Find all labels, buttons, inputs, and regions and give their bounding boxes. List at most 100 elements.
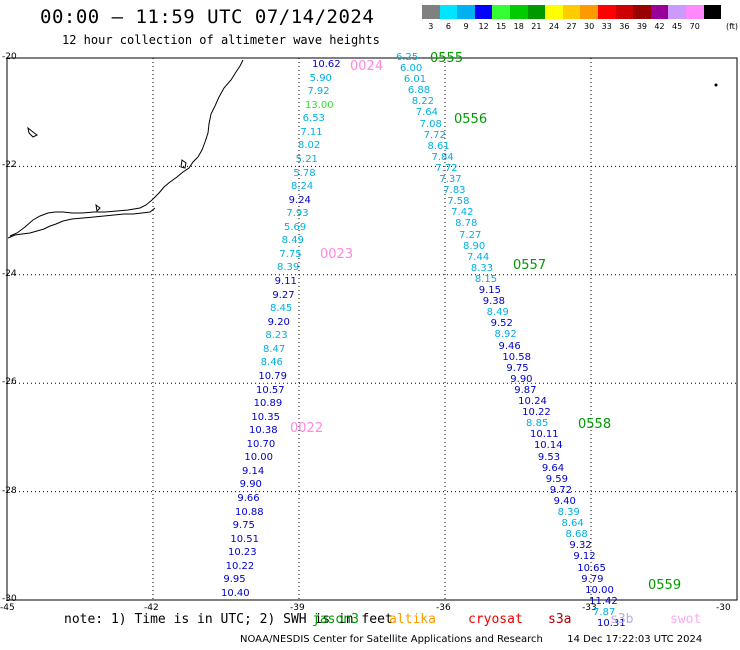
scale-cell: [703, 5, 722, 31]
wave-height-value: 7.84: [431, 151, 454, 163]
wave-height-value: 7.75: [279, 248, 302, 260]
scale-cell: 3: [422, 5, 440, 31]
wave-height-value: 9.15: [478, 285, 502, 297]
scale-label: 12: [478, 22, 489, 31]
wave-height-value: 8.49: [486, 307, 509, 319]
scale-label: 6: [445, 22, 451, 31]
wave-height-value: 9.24: [288, 194, 311, 206]
wave-height-value: 8.90: [463, 240, 486, 252]
satellite-label: s3b: [610, 612, 634, 627]
scale-swatch: [527, 5, 546, 19]
pass-label: 0024: [350, 59, 384, 74]
wave-height-value: 10.22: [522, 407, 551, 419]
wave-height-value: 10.40: [221, 588, 250, 599]
wave-height-value: 8.15: [474, 273, 498, 285]
wave-height-value: 8.85: [526, 418, 549, 430]
wave-height-value: 10.62: [312, 59, 341, 70]
lat-tick-label: -28: [2, 485, 17, 496]
lon-tick-label: -30: [716, 603, 731, 613]
scale-label: 3: [428, 22, 434, 31]
coastline-island-3: [95, 203, 101, 213]
scale-swatch: [439, 5, 458, 19]
coastline: [7, 59, 244, 239]
scale-cell: 36: [615, 5, 634, 31]
pass-label: 0559: [648, 578, 682, 593]
scale-swatch: [422, 5, 440, 19]
wave-height-value: 9.20: [267, 316, 290, 328]
scale-swatch: [685, 5, 704, 19]
wave-height-value: 8.46: [260, 357, 283, 369]
scale-label: 24: [548, 22, 560, 31]
scale-cell: 30: [580, 5, 598, 31]
wave-height-value: 9.87: [514, 384, 537, 396]
scale-label: 33: [601, 22, 612, 31]
lon-tick-label: -33: [582, 603, 597, 613]
wave-height-value: 10.00: [585, 584, 614, 596]
wave-height-value: 7.93: [286, 208, 309, 220]
scale-cell: 39: [633, 5, 651, 31]
map-frame: [6, 57, 738, 601]
wave-height-value: 8.49: [281, 235, 304, 247]
wave-height-value: 10.88: [235, 506, 264, 518]
wave-height-value: 7.58: [447, 196, 470, 208]
wave-height-value: 7.37: [439, 174, 462, 186]
scale-cell: 6: [439, 5, 458, 31]
wave-height-value: 13.00: [305, 99, 334, 111]
scale-cell: 27: [562, 5, 581, 31]
wave-height-value: 7.64: [415, 107, 438, 119]
wave-height-value: 10.00: [244, 452, 273, 464]
wave-height-value: 8.92: [494, 329, 517, 341]
wave-height-value: 8.64: [561, 518, 584, 530]
wave-height-value: 7.92: [307, 86, 330, 98]
scale-label: 36: [619, 22, 630, 31]
lon-tick-label: -42: [144, 603, 159, 613]
wave-height-value: 7.27: [459, 229, 482, 241]
scale-cell: 21: [527, 5, 546, 31]
scale-cell: 33: [597, 5, 616, 31]
wave-height-value: 11.42: [589, 595, 618, 607]
wave-height-value: 6.88: [407, 85, 431, 97]
wave-height-value: 9.75: [232, 520, 255, 532]
coastline-island-2: [180, 159, 187, 169]
color-scale-legend: 3 6 9 12 15 18 21 24 27 30 33 36 39 42 45 70: [422, 5, 722, 31]
scale-swatch: [509, 5, 528, 19]
satellite-label: s3a: [548, 612, 572, 627]
pass-label: 0557: [513, 258, 547, 273]
wave-height-value: 8.78: [455, 218, 478, 230]
wave-height-value: 8.33: [470, 262, 494, 274]
coastline-island-1: [27, 126, 38, 138]
scale-swatch: [633, 5, 651, 19]
wave-height-value: 10.70: [246, 438, 276, 450]
scale-cell: 18: [509, 5, 528, 31]
small-island-marker: [714, 83, 718, 87]
wave-height-value: 5.90: [309, 72, 332, 84]
satellite-label: swot: [670, 612, 702, 627]
wave-height-value: 10.79: [258, 370, 287, 382]
wave-height-value: 8.02: [298, 140, 321, 152]
wave-height-value: 9.14: [242, 465, 265, 477]
scale-label: 18: [513, 22, 524, 31]
lat-tick-label: -22: [2, 160, 17, 171]
wave-height-value: 8.39: [557, 507, 580, 519]
wave-height-value: 10.23: [228, 547, 257, 559]
wave-height-value: 8.24: [291, 181, 314, 193]
scale-cell: 24: [545, 5, 563, 31]
lat-tick-label: -30: [2, 594, 17, 604]
wave-height-value: 7.72: [435, 162, 458, 174]
scale-swatch: [562, 5, 581, 19]
lat-tick-label: -24: [2, 268, 17, 279]
pass-label: 0555: [430, 51, 464, 66]
wave-height-value: 9.46: [498, 340, 521, 352]
wave-height-value: 8.68: [565, 529, 588, 541]
scale-swatch: [668, 5, 686, 19]
map-title: 00:00 — 11:59 UTC 07/14/2024: [40, 6, 375, 28]
coastline-bay: [7, 207, 156, 239]
scale-label: 21: [531, 22, 542, 31]
wave-height-value: 5.21: [295, 153, 318, 165]
wave-height-value: 10.22: [225, 560, 255, 572]
wave-height-value: 10.35: [251, 411, 280, 423]
scale-swatch: [580, 5, 598, 19]
scale-cell: 42: [650, 5, 669, 31]
credit-text: NOAA/NESDIS Center for Satellite Applica…: [240, 634, 543, 645]
wave-height-value: 10.65: [577, 562, 606, 574]
